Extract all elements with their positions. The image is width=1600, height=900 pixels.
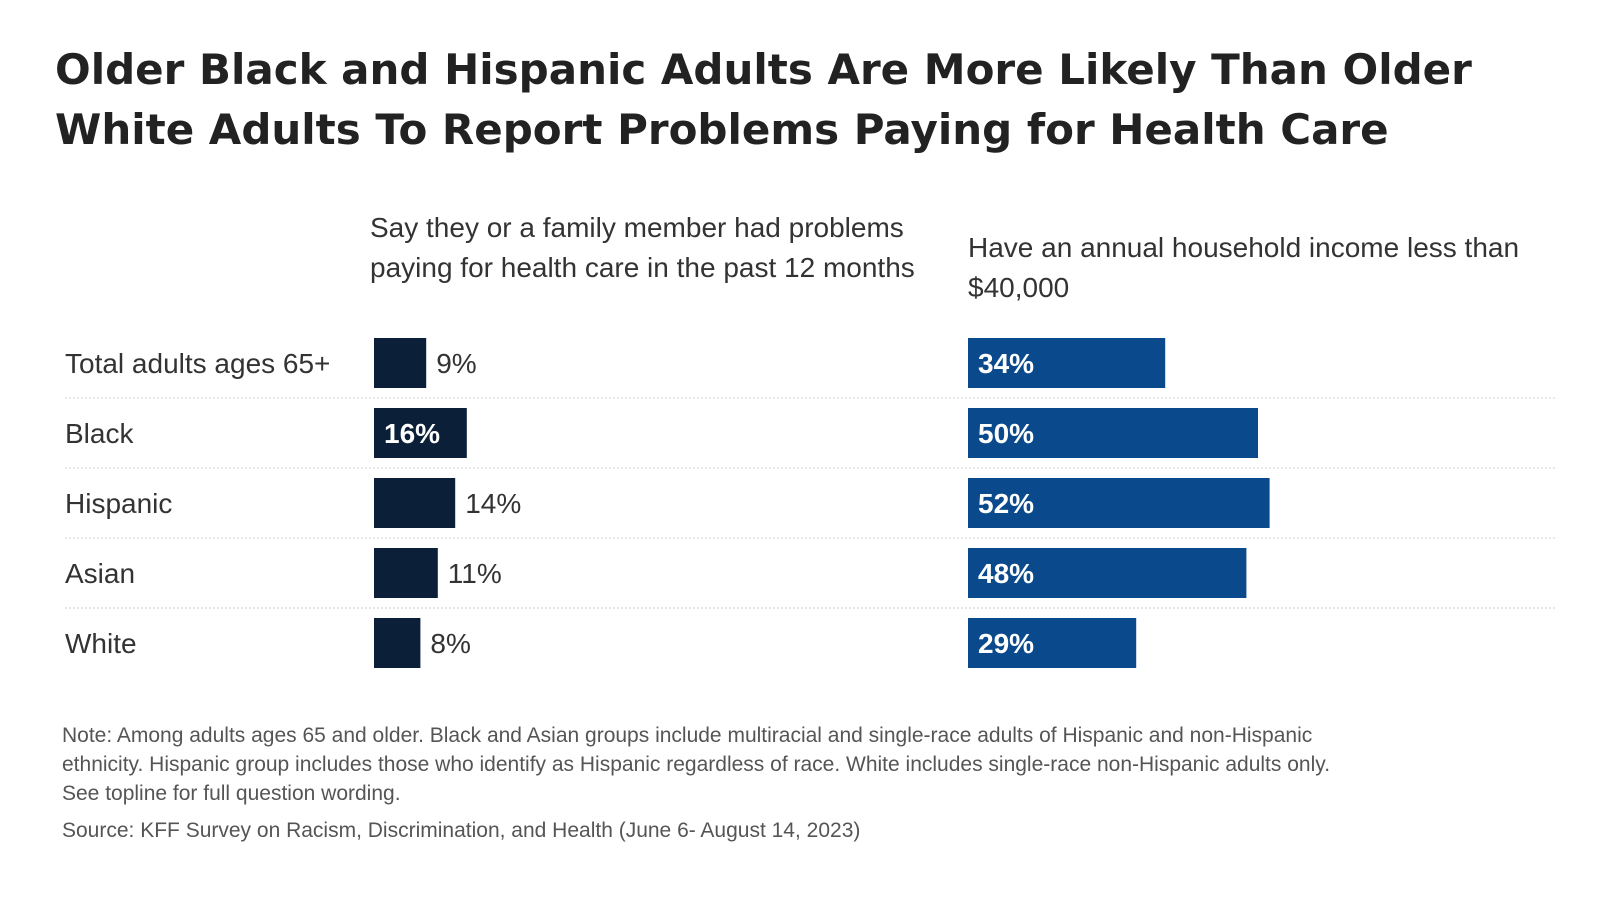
category-label: Hispanic (65, 488, 172, 519)
bar (968, 548, 1247, 598)
bar (374, 408, 467, 458)
category-label: Total adults ages 65+ (65, 348, 330, 379)
bar (374, 548, 438, 598)
category-label: White (65, 628, 137, 659)
bar (968, 408, 1258, 458)
bar (374, 478, 456, 528)
data-label: 50% (978, 418, 1034, 449)
data-label: 29% (978, 628, 1034, 659)
bar (374, 618, 421, 668)
data-label: 48% (978, 558, 1034, 589)
bar (968, 338, 1166, 388)
bar (968, 478, 1270, 528)
data-label: 14% (465, 488, 521, 519)
category-label: Black (65, 418, 134, 449)
bar (374, 338, 427, 388)
data-label: 34% (978, 348, 1034, 379)
data-label: 9% (436, 348, 476, 379)
chart-source: Source: KFF Survey on Racism, Discrimina… (62, 819, 861, 842)
data-label: 16% (384, 418, 440, 449)
category-label: Asian (65, 558, 135, 589)
data-label: 8% (430, 628, 470, 659)
data-label: 52% (978, 488, 1034, 519)
chart-title: Older Black and Hispanic Adults Are More… (55, 45, 1472, 154)
data-label: 11% (448, 558, 502, 589)
bar (968, 618, 1137, 668)
series-2-header: Have an annual household income less tha… (968, 232, 1520, 303)
chart-note: Note: Among adults ages 65 and older. Bl… (62, 724, 1331, 805)
series-1-header: Say they or a family member had problems… (370, 212, 915, 283)
